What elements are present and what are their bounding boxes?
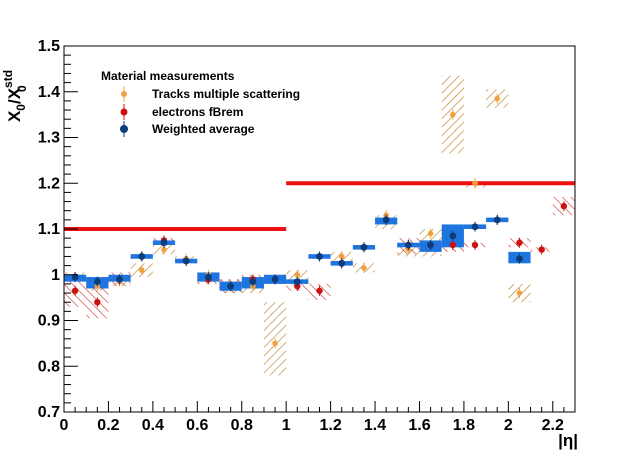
y-axis-title-main: X <box>5 110 24 122</box>
x-axis-ticks: 0 0.2 0.4 0.6 0.8 1 1.2 1.4 1.6 1.8 2 2.2 <box>60 401 576 434</box>
legend-title: Material measurements <box>101 69 235 83</box>
weighted-point <box>293 278 301 286</box>
weighted-point <box>116 275 123 283</box>
y-tick-label: 1 <box>51 267 60 284</box>
tracks-point <box>272 340 278 347</box>
electrons-point <box>94 299 101 306</box>
tracks-point <box>338 253 345 260</box>
weighted-point <box>138 253 146 260</box>
weighted-point <box>316 253 323 260</box>
weighted-point <box>205 273 212 281</box>
x-tick-label: 2 <box>504 417 513 434</box>
tracks-point <box>494 95 501 102</box>
x-tick-label: 1.8 <box>453 417 475 434</box>
x-tick-label: 0 <box>60 417 69 434</box>
electrons-point <box>71 287 79 294</box>
y-tick-label: 0.8 <box>38 358 60 375</box>
weighted-point <box>338 259 346 267</box>
y-axis-ticks: 0.7 0.8 0.9 1 1.1 1.2 1.3 1.4 1.5 <box>38 38 78 421</box>
electrons-point <box>316 287 323 294</box>
weighted-point <box>93 278 101 286</box>
legend-entry-electrons: electrons fBrem <box>120 104 243 120</box>
weighted-point <box>71 273 79 281</box>
x-tick-label: 0.4 <box>142 417 164 434</box>
y-tick-label: 1.3 <box>38 130 60 147</box>
tracks-point <box>161 246 167 253</box>
y-axis-title-sup: std <box>1 70 15 88</box>
x-tick-label: 1.4 <box>364 417 386 434</box>
electrons-point <box>538 246 545 253</box>
legend-entry-tracks: Tracks multiple scattering <box>121 86 300 102</box>
legend-tracks-marker <box>121 91 127 97</box>
electrons-point <box>471 241 479 249</box>
weighted-point <box>427 241 434 249</box>
y-axis-title-sub0: 0 <box>14 104 28 111</box>
tracks-point <box>294 271 301 278</box>
electrons-point <box>516 239 523 246</box>
weighted-point <box>516 255 523 263</box>
legend-electrons-label: electrons fBrem <box>152 105 243 119</box>
x-tick-label: 2.2 <box>542 417 564 434</box>
x-tick-label: 0.2 <box>97 417 119 434</box>
legend-weighted-marker <box>120 125 128 133</box>
tracks-point <box>427 230 434 237</box>
weighted-point <box>160 239 168 247</box>
data-points <box>71 93 568 349</box>
electrons-point <box>560 202 568 210</box>
y-axis-title-sub1: 0 <box>15 85 29 92</box>
x-tick-label: 1.2 <box>319 417 341 434</box>
x-tick-label: 1 <box>282 417 291 434</box>
legend-entry-weighted: Weighted average <box>120 121 255 137</box>
reference-lines <box>64 181 575 231</box>
weighted-point <box>360 243 368 251</box>
legend-tracks-label: Tracks multiple scattering <box>152 87 300 101</box>
legend-weighted-label: Weighted average <box>152 122 255 136</box>
y-axis-title: X0/Xstd0 <box>1 70 29 122</box>
tracks-point <box>361 265 367 271</box>
weighted-point <box>271 275 279 283</box>
y-tick-label: 1.5 <box>38 38 60 55</box>
weighted-point <box>404 241 412 249</box>
y-tick-label: 0.7 <box>38 404 60 421</box>
tracks-point <box>450 111 456 118</box>
weighted-point <box>227 282 235 290</box>
y-axis-title-slash: /X <box>5 87 24 104</box>
y-tick-label: 1.1 <box>38 221 60 238</box>
legend: Material measurements Tracks multiple sc… <box>101 69 300 137</box>
x-axis-title: |η| <box>558 431 578 450</box>
legend-electrons-marker <box>120 108 128 116</box>
y-tick-label: 1.2 <box>38 175 60 192</box>
tracks-point <box>138 267 145 273</box>
x-tick-label: 0.8 <box>231 417 253 434</box>
y-tick-label: 0.9 <box>38 313 60 330</box>
tracks-point <box>516 290 523 296</box>
x-tick-label: 0.6 <box>186 417 208 434</box>
weighted-point <box>182 257 190 265</box>
tracks-point <box>472 180 478 187</box>
y-tick-label: 1.4 <box>38 84 60 101</box>
weighted-point <box>493 216 501 224</box>
weighted-point <box>249 278 257 286</box>
weighted-point <box>382 216 390 224</box>
weighted-point <box>471 223 479 231</box>
x-tick-label: 1.6 <box>408 417 430 434</box>
weighted-point <box>449 232 457 240</box>
electrons-point <box>449 241 457 249</box>
